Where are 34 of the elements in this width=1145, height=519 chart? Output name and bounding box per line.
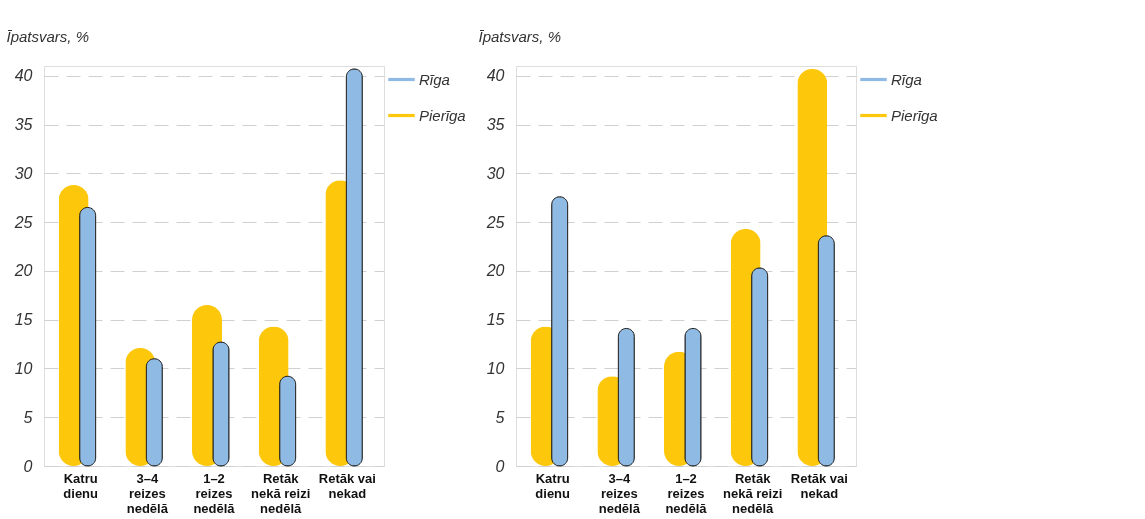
y-tick-label: 20: [485, 262, 505, 280]
x-tick-label: 3–4 reizes nedēlā: [126, 470, 169, 516]
y-tick-label: 15: [14, 311, 33, 329]
x-tick-label: 1–2 reizes nedēlā: [193, 470, 236, 516]
y-axis-title: Īpatsvars, %: [6, 27, 90, 45]
x-tick-label: Retāk nekā reizi nedēlā: [251, 470, 311, 516]
legend-label: Pierīga: [891, 106, 938, 124]
y-tick-label: 40: [14, 67, 33, 85]
x-tick-label: Retāk nekā reizi nedēlā: [723, 470, 783, 516]
x-tick-label: 3–4 reizes nedēlā: [598, 470, 641, 516]
y-tick-label: 20: [13, 262, 33, 280]
y-tick-label: 5: [495, 408, 505, 426]
y-tick-label: 25: [485, 213, 505, 231]
y-tick-label: 10: [14, 359, 33, 377]
legend-label: Pierīga: [419, 106, 466, 124]
x-tick-label: Katru dienu: [63, 470, 99, 501]
x-tick-label: Katru dienu: [535, 470, 571, 501]
x-tick-label: Retāk vai nekad: [318, 470, 376, 501]
y-tick-label: 30: [14, 164, 33, 182]
y-axis-title: Īpatsvars, %: [478, 27, 562, 45]
x-tick-label: Retāk vai nekad: [790, 470, 848, 501]
y-tick-label: 25: [13, 213, 33, 231]
y-tick-label: 40: [486, 67, 505, 85]
y-tick-label: 35: [486, 116, 505, 134]
x-tick-label: 1–2 reizes nedēlā: [665, 470, 708, 516]
y-tick-label: 35: [14, 116, 33, 134]
y-tick-label: 10: [486, 359, 505, 377]
y-tick-label: 15: [486, 311, 505, 329]
y-tick-label: 5: [23, 408, 33, 426]
y-tick-label: 30: [486, 164, 505, 182]
y-tick-label: 0: [495, 457, 505, 475]
legend-label: Rīga: [891, 70, 922, 88]
y-tick-label: 0: [23, 457, 33, 475]
legend-label: Rīga: [419, 70, 450, 88]
